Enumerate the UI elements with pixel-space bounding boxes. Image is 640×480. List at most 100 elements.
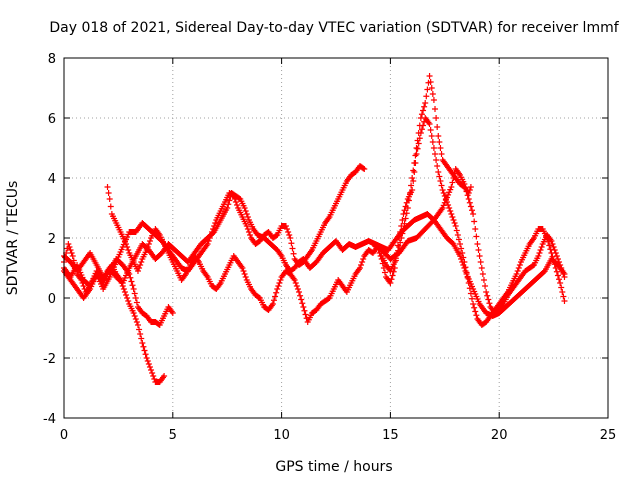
data-point (359, 165, 361, 167)
data-point (542, 228, 544, 230)
data-point (133, 288, 135, 290)
data-point (361, 243, 363, 245)
data-point (381, 255, 383, 257)
data-point (476, 243, 479, 245)
data-point (224, 201, 226, 203)
data-point (154, 258, 156, 260)
data-point (346, 291, 348, 293)
data-point (459, 183, 461, 185)
data-point (346, 180, 348, 182)
data-point (459, 255, 461, 257)
data-point (174, 249, 176, 251)
data-point (324, 222, 326, 224)
data-point (559, 264, 561, 266)
data-point (337, 198, 339, 200)
data-point (285, 225, 287, 227)
data-point (489, 306, 492, 308)
data-point (135, 255, 137, 257)
y-tick-label: -2 (43, 352, 56, 367)
data-point (270, 243, 272, 245)
data-point (109, 198, 111, 200)
data-point (398, 246, 400, 248)
data-point (537, 228, 539, 230)
data-series-trace-4 (61, 163, 368, 301)
data-point (285, 264, 287, 266)
data-point (485, 291, 487, 293)
data-point (481, 267, 483, 269)
data-point (294, 267, 296, 269)
data-point (172, 261, 174, 263)
y-tick-label: -4 (43, 412, 56, 427)
y-tick-label: 8 (48, 52, 56, 67)
y-axis-label: SDTVAR / TECUs (5, 181, 21, 296)
data-point (128, 252, 130, 254)
data-point (207, 243, 209, 245)
data-point (220, 219, 222, 221)
data-series-trace-6 (378, 73, 474, 274)
data-point (141, 312, 143, 314)
chart-title: Day 018 of 2021, Sidereal Day-to-day VTE… (49, 20, 619, 36)
data-point (411, 177, 413, 179)
data-point (119, 231, 122, 233)
x-tick-label: 10 (273, 428, 290, 443)
data-point (167, 249, 170, 251)
data-point (559, 282, 561, 284)
data-point (407, 198, 409, 200)
data-point (69, 261, 72, 263)
data-point (337, 279, 339, 281)
data-point (468, 282, 470, 284)
data-point (159, 381, 161, 383)
data-point (348, 243, 350, 245)
data-point (246, 225, 248, 227)
data-point (385, 264, 387, 266)
data-point (450, 186, 452, 188)
data-point (69, 279, 72, 281)
data-point (276, 249, 278, 251)
data-point (239, 198, 241, 200)
data-point (172, 312, 174, 314)
data-point (122, 264, 124, 266)
data-point (446, 165, 448, 167)
data-point (128, 231, 130, 233)
data-point (415, 147, 418, 149)
data-point (563, 276, 566, 278)
data-point (420, 117, 422, 119)
data-point (546, 234, 548, 236)
data-point (389, 258, 391, 260)
data-point (80, 279, 83, 281)
x-tick-label: 20 (491, 428, 508, 443)
data-point (350, 174, 352, 176)
data-point (398, 252, 400, 254)
data-point (302, 261, 304, 263)
data-point (161, 240, 163, 242)
data-point (424, 228, 426, 230)
data-point (109, 276, 111, 278)
data-point (241, 267, 244, 269)
data-point (311, 312, 313, 314)
data-point (228, 264, 230, 266)
data-point (146, 315, 148, 317)
y-tick-label: 0 (48, 292, 56, 307)
data-point (302, 306, 304, 308)
data-point (82, 297, 85, 299)
data-point (485, 312, 487, 314)
data-point (263, 234, 265, 236)
data-point (387, 249, 389, 251)
data-point (537, 276, 539, 278)
data-point (241, 216, 244, 218)
data-point (215, 219, 217, 221)
data-point (307, 255, 309, 257)
data-point (250, 237, 252, 239)
data-point (215, 288, 217, 290)
data-point (96, 273, 98, 275)
data-point (389, 282, 391, 284)
data-point (150, 321, 152, 323)
data-point (122, 246, 124, 248)
data-point (563, 300, 566, 302)
data-point (233, 195, 235, 197)
data-point (294, 279, 296, 281)
data-point (137, 324, 139, 326)
data-point (341, 249, 344, 251)
data-point (272, 303, 274, 305)
data-point (254, 294, 257, 296)
